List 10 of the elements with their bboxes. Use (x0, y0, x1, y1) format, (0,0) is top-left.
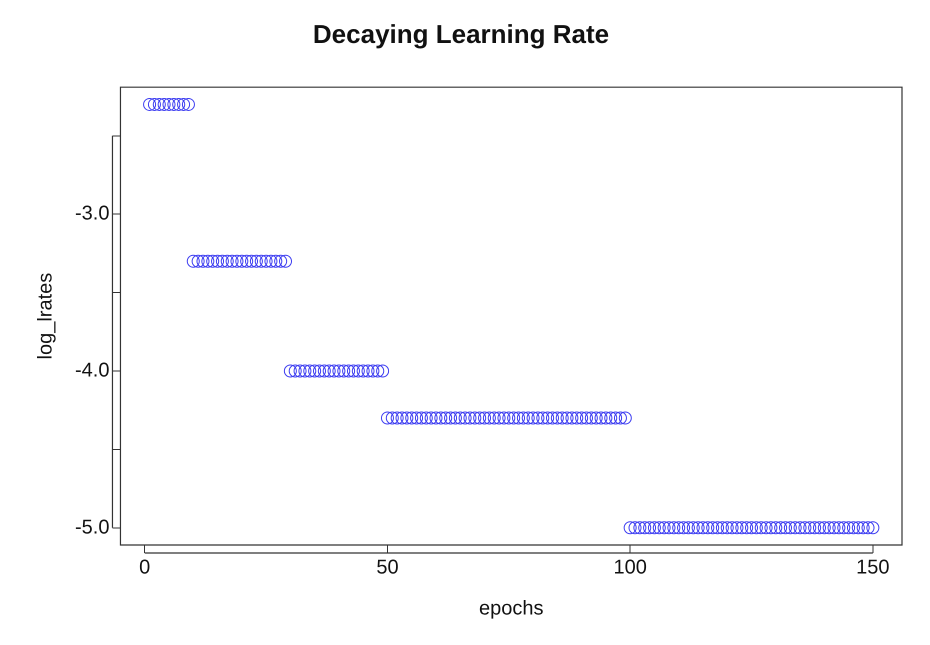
y-tick-label: -5.0 (74, 516, 110, 538)
x-axis-title: epochs (478, 598, 544, 620)
x-tick-label: 50 (376, 556, 399, 579)
y-axis-title: log_lrates (34, 272, 57, 360)
x-tick-label: 0 (139, 556, 150, 579)
y-tick-label: -3.0 (74, 202, 110, 225)
x-tick-label: 150 (856, 556, 890, 579)
chart-title: Decaying Learning Rate (312, 18, 610, 49)
x-tick-label: 100 (613, 556, 647, 579)
y-tick-label: -4.0 (74, 359, 110, 382)
